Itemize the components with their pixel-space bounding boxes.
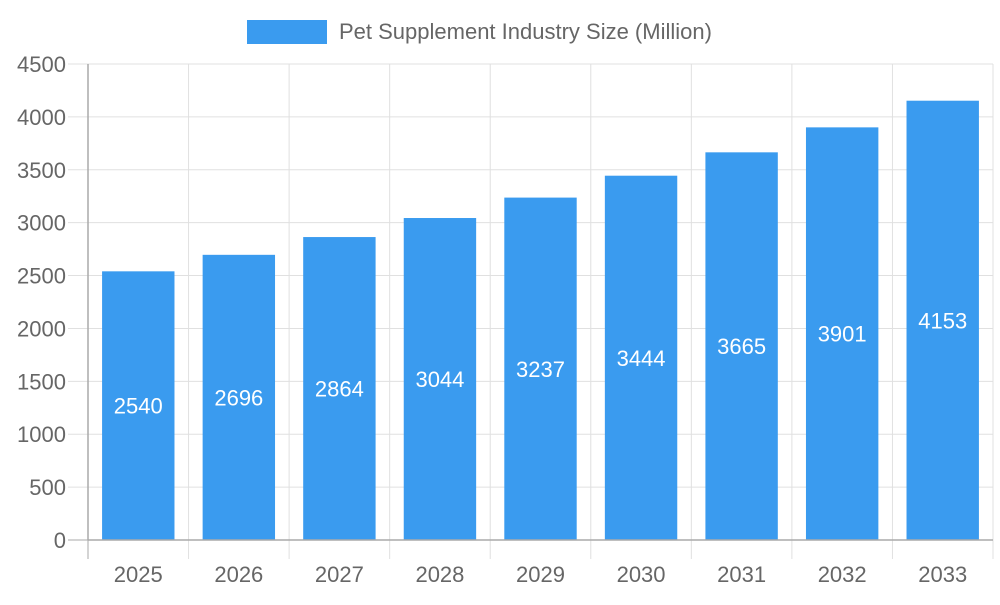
y-tick-label: 3000 <box>17 211 66 236</box>
legend-swatch <box>247 20 327 44</box>
bars: 2540 2696 2864 3044 3237 3444 3665 3901 4153 <box>102 100 979 541</box>
data-label: 2696 <box>214 385 263 410</box>
y-tick-label: 1000 <box>17 422 66 447</box>
x-tick-label: 2030 <box>617 562 666 587</box>
y-tick-label: 2500 <box>17 264 66 289</box>
axes: 0 500 1000 1500 2000 2500 3000 3500 4000 4500 2025… <box>17 52 993 587</box>
data-label: 3901 <box>818 322 867 347</box>
bar <box>805 127 879 540</box>
bar <box>504 197 577 540</box>
x-tick-label: 2026 <box>214 562 263 587</box>
bar <box>604 175 678 540</box>
legend-label: Pet Supplement Industry Size (Million) <box>339 19 712 44</box>
data-label: 2540 <box>114 394 163 419</box>
data-label: 3044 <box>415 367 464 392</box>
y-tick-label: 0 <box>54 528 66 553</box>
bar <box>102 271 175 540</box>
data-label: 4153 <box>918 308 967 333</box>
data-label: 3665 <box>717 334 766 359</box>
bar <box>906 100 979 540</box>
y-tick-label: 4500 <box>17 52 66 77</box>
x-tick-label: 2033 <box>918 562 967 587</box>
data-label: 3237 <box>516 357 565 382</box>
bar <box>303 237 376 541</box>
bar <box>202 254 276 540</box>
x-tick-label: 2027 <box>315 562 364 587</box>
y-tick-label: 500 <box>29 475 66 500</box>
x-tick-label: 2028 <box>415 562 464 587</box>
x-tick-label: 2029 <box>516 562 565 587</box>
bar <box>705 152 778 540</box>
legend: Pet Supplement Industry Size (Million) <box>247 19 712 44</box>
data-label: 2864 <box>315 377 364 402</box>
bar <box>403 218 477 540</box>
x-tick-label: 2032 <box>818 562 867 587</box>
x-tick-label: 2025 <box>114 562 163 587</box>
data-label: 3444 <box>617 346 666 371</box>
x-tick-label: 2031 <box>717 562 766 587</box>
y-tick-label: 3500 <box>17 158 66 183</box>
y-tick-label: 4000 <box>17 105 66 130</box>
y-tick-label: 1500 <box>17 369 66 394</box>
y-tick-label: 2000 <box>17 316 66 341</box>
